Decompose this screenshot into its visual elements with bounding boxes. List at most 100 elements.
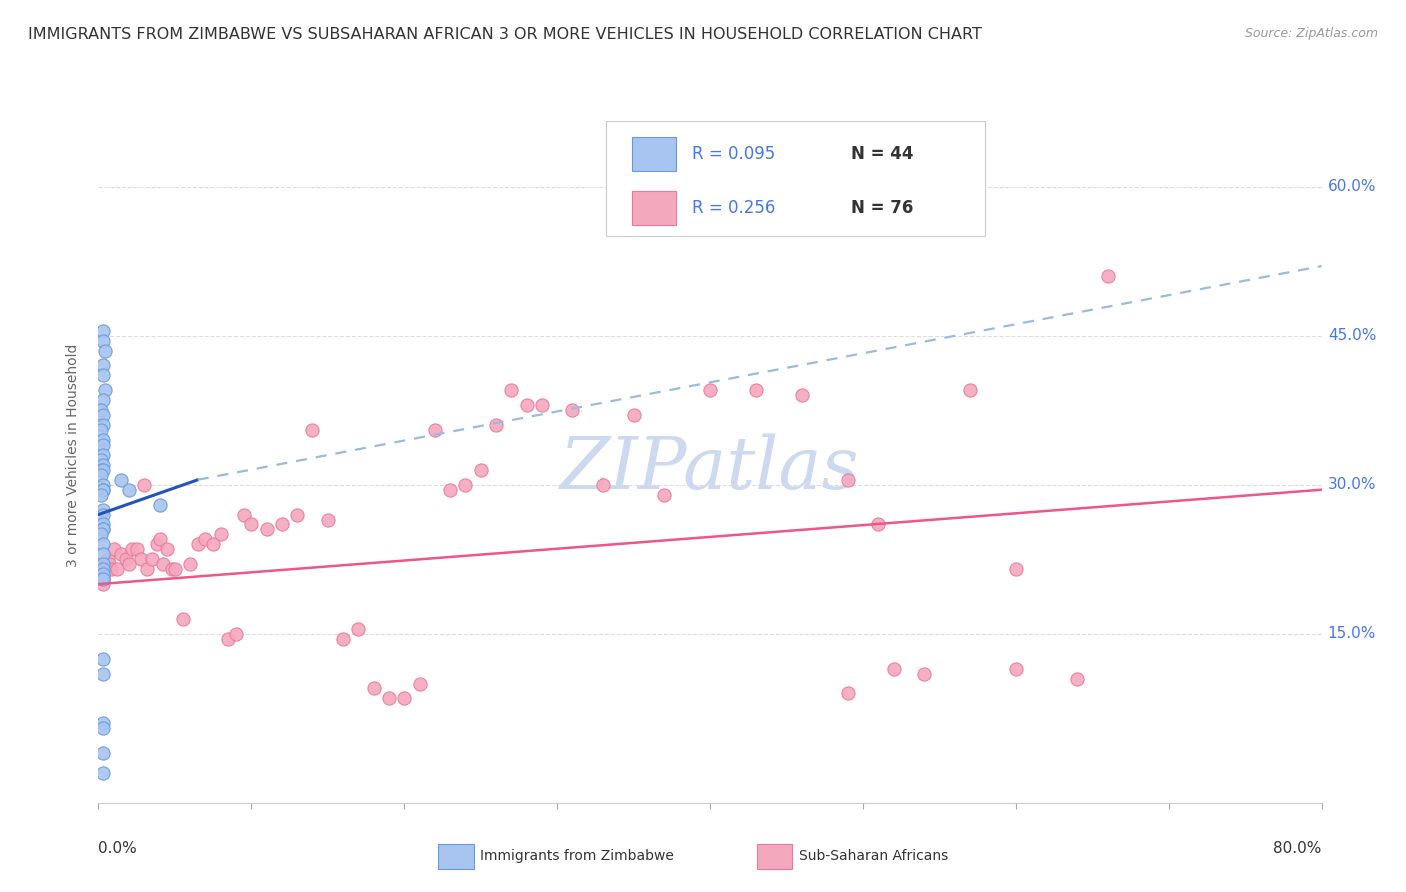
Point [152, 558, 174, 572]
Point [91, 483, 114, 497]
Point [98, 558, 121, 572]
Point [149, 498, 172, 512]
Point [959, 384, 981, 398]
Text: 15.0%: 15.0% [1327, 626, 1376, 641]
Point [91, 577, 114, 591]
Point [516, 398, 538, 412]
Text: Sub-Saharan Africans: Sub-Saharan Africans [800, 849, 949, 863]
Point [91, 537, 114, 551]
Point [392, 691, 416, 706]
Point [837, 686, 859, 700]
Point [790, 388, 813, 402]
Point [91, 418, 114, 433]
FancyBboxPatch shape [606, 121, 986, 235]
Text: R = 0.095: R = 0.095 [692, 145, 775, 163]
Text: 45.0%: 45.0% [1327, 328, 1376, 343]
Point [91, 558, 114, 572]
Text: Immigrants from Zimbabwe: Immigrants from Zimbabwe [479, 849, 673, 863]
Point [110, 547, 132, 561]
FancyBboxPatch shape [631, 191, 676, 225]
Point [91, 567, 114, 582]
Point [91, 517, 114, 532]
Point [91, 448, 114, 462]
Point [160, 562, 183, 576]
Point [912, 666, 935, 681]
Point [91, 502, 114, 516]
FancyBboxPatch shape [439, 844, 474, 869]
Point [91, 324, 114, 338]
Point [485, 418, 508, 433]
Point [91, 483, 114, 497]
Point [202, 537, 225, 551]
Point [118, 558, 141, 572]
Point [90, 403, 112, 417]
Point [156, 542, 179, 557]
Point [270, 517, 292, 532]
Text: 80.0%: 80.0% [1274, 841, 1322, 856]
Text: IMMIGRANTS FROM ZIMBABWE VS SUBSAHARAN AFRICAN 3 OR MORE VEHICLES IN HOUSEHOLD C: IMMIGRANTS FROM ZIMBABWE VS SUBSAHARAN A… [28, 27, 981, 42]
Point [1066, 672, 1088, 686]
Point [134, 477, 156, 491]
Point [93, 384, 115, 398]
Point [90, 527, 112, 541]
Point [745, 384, 768, 398]
Point [91, 651, 114, 665]
Text: R = 0.256: R = 0.256 [692, 199, 775, 217]
Point [179, 558, 201, 572]
Point [91, 334, 114, 348]
Point [837, 473, 859, 487]
Point [347, 622, 370, 636]
Point [91, 508, 114, 522]
Point [91, 562, 114, 576]
Point [301, 423, 323, 437]
Point [90, 423, 112, 437]
Point [378, 691, 401, 706]
Point [90, 488, 112, 502]
Point [454, 477, 477, 491]
Point [91, 746, 114, 760]
Point [91, 523, 114, 537]
Point [423, 423, 446, 437]
Point [470, 463, 492, 477]
Point [530, 398, 553, 412]
Point [103, 542, 125, 557]
Text: Source: ZipAtlas.com: Source: ZipAtlas.com [1244, 27, 1378, 40]
FancyBboxPatch shape [756, 844, 792, 869]
Point [91, 477, 114, 491]
Point [194, 533, 217, 547]
Point [1004, 562, 1026, 576]
Point [225, 627, 247, 641]
Point [100, 562, 122, 576]
Point [91, 463, 114, 477]
Point [136, 562, 159, 576]
Point [141, 552, 163, 566]
Point [91, 572, 114, 586]
Point [91, 359, 114, 373]
Point [145, 537, 167, 551]
Point [91, 438, 114, 452]
Point [90, 453, 112, 467]
Point [217, 632, 239, 646]
Point [883, 662, 905, 676]
Point [1097, 268, 1119, 283]
Point [868, 517, 890, 532]
Text: 0.0%: 0.0% [98, 841, 138, 856]
Point [172, 612, 194, 626]
Point [623, 408, 645, 422]
Point [91, 572, 114, 586]
Point [97, 552, 120, 566]
Point [93, 562, 115, 576]
Point [91, 547, 114, 561]
Point [118, 483, 141, 497]
Point [94, 562, 117, 576]
Point [240, 517, 263, 532]
Point [91, 458, 114, 472]
Point [209, 527, 232, 541]
Point [439, 483, 461, 497]
Point [256, 523, 278, 537]
Text: 60.0%: 60.0% [1327, 179, 1376, 194]
Point [561, 403, 583, 417]
Point [93, 558, 115, 572]
Point [91, 558, 114, 572]
Point [1004, 662, 1026, 676]
